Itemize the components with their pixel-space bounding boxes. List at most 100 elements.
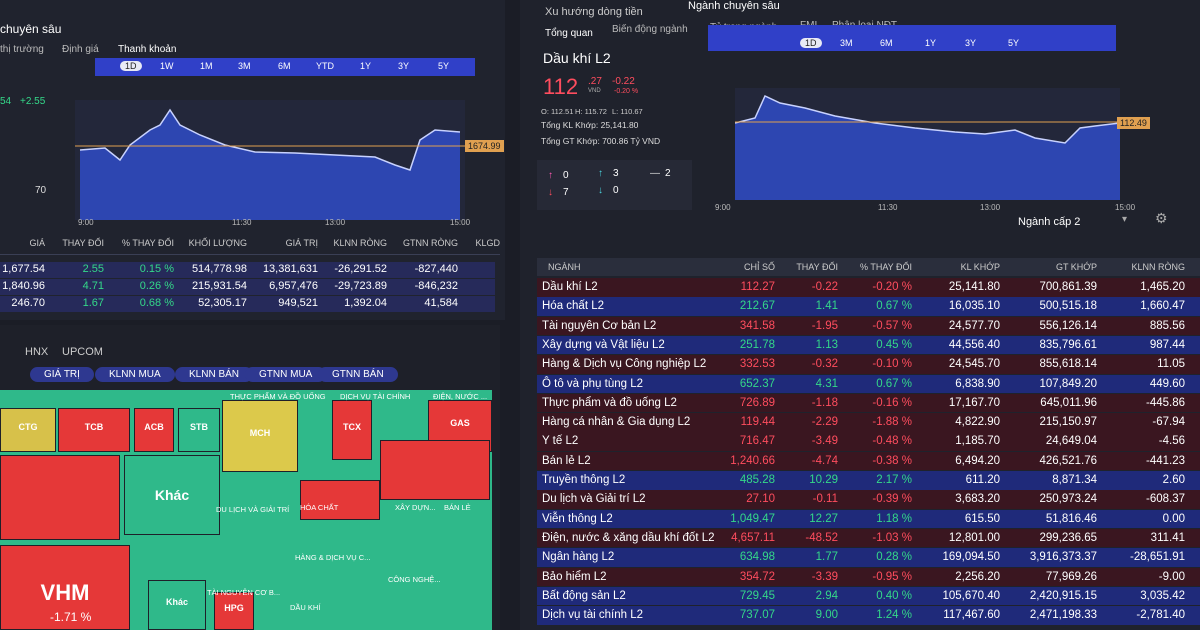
range-button[interactable]: 1D xyxy=(800,38,822,48)
subtab[interactable]: thị trường xyxy=(0,44,44,55)
cell: 3,035.42 xyxy=(1140,589,1185,602)
range-button[interactable]: 3Y xyxy=(398,61,410,71)
cell: 9.00 xyxy=(815,609,838,622)
filter-button[interactable]: KLNN MUA xyxy=(95,367,175,382)
heatmap-cell[interactable] xyxy=(0,455,120,540)
cell: 652.37 xyxy=(739,377,775,390)
cell: 1,840.96 xyxy=(2,280,45,292)
table-row[interactable] xyxy=(537,413,1200,432)
heatmap-cell[interactable] xyxy=(380,440,490,500)
range-button[interactable]: 1D xyxy=(120,61,142,71)
cell: 6,494.20 xyxy=(955,454,1000,467)
sector-label: XÂY DỰN... xyxy=(395,503,436,512)
cell-label: Khác xyxy=(154,487,190,503)
cell: 41,584 xyxy=(424,297,458,309)
table-row[interactable] xyxy=(537,297,1200,316)
heatmap-cell[interactable]: ACB xyxy=(134,408,174,452)
subtab[interactable]: Tổng quan xyxy=(545,28,593,39)
cell: 112.27 xyxy=(740,281,775,293)
range-button[interactable]: 6M xyxy=(278,61,291,71)
cell: -2.29 xyxy=(811,416,838,429)
cell-label: TCX xyxy=(343,422,361,432)
table-row[interactable] xyxy=(537,374,1200,393)
total-value: Tổng GT Khớp: 700.86 Tỷ VND xyxy=(541,136,661,146)
table-row[interactable] xyxy=(537,490,1200,509)
table-row[interactable] xyxy=(537,451,1200,471)
filter-button[interactable]: GTNN BÁN xyxy=(318,367,398,382)
range-button[interactable]: 1W xyxy=(160,61,174,71)
heatmap-cell[interactable]: CTG xyxy=(0,408,56,452)
cell: -1.88 % xyxy=(872,416,912,429)
filter-button[interactable]: GTNN MUA xyxy=(245,367,327,382)
range-button[interactable]: 1Y xyxy=(360,61,372,71)
column-header: KLNN RÒNG xyxy=(333,238,387,248)
left-chart xyxy=(75,100,465,220)
range-button[interactable]: 5Y xyxy=(438,61,450,71)
heatmap-cell[interactable]: MCH xyxy=(222,400,298,472)
sector-name: Tài nguyên Cơ bản L2 xyxy=(542,319,657,332)
subtab[interactable]: Thanh khoản xyxy=(118,44,177,55)
range-button[interactable]: 3M xyxy=(238,61,251,71)
panel-tab[interactable]: Xu hướng dòng tiền xyxy=(545,6,643,18)
table-row[interactable] xyxy=(537,606,1200,625)
time-label: 13:00 xyxy=(980,203,1001,212)
subtab[interactable]: Biến động ngành xyxy=(612,24,688,35)
range-button[interactable]: 1Y xyxy=(925,38,937,48)
select-arrow[interactable]: ▾ xyxy=(1122,214,1128,225)
cell: 2,256.20 xyxy=(955,570,1000,583)
cell: 12.27 xyxy=(809,512,838,525)
table-row[interactable] xyxy=(537,316,1200,336)
table-row[interactable] xyxy=(537,432,1200,451)
cell: -0.38 % xyxy=(872,454,912,467)
heatmap-cell[interactable]: TCB xyxy=(58,408,130,452)
exchange-tab[interactable]: HNX xyxy=(25,346,49,358)
panel-tab[interactable]: chuyên sâu xyxy=(0,22,62,36)
count: 2 xyxy=(665,168,671,179)
range-button[interactable]: 6M xyxy=(880,38,893,48)
table-row[interactable] xyxy=(537,471,1200,490)
cell: 485.28 xyxy=(739,474,775,486)
settings-icon[interactable]: ⚙ xyxy=(1155,210,1168,226)
heatmap-cell[interactable]: TCX xyxy=(332,400,372,460)
table-row xyxy=(0,296,495,312)
heatmap-cell[interactable]: Khác xyxy=(124,455,220,535)
cell-label: ACB xyxy=(144,422,164,432)
price-decimal: .27 xyxy=(588,76,602,87)
range-button[interactable]: 5Y xyxy=(1008,38,1020,48)
table-row[interactable] xyxy=(537,548,1200,567)
range-button[interactable]: 3M xyxy=(840,38,853,48)
heatmap-cell[interactable]: VHM xyxy=(0,545,130,630)
table-row[interactable] xyxy=(537,393,1200,413)
heatmap-cell[interactable]: HPG xyxy=(214,592,254,630)
filter-button[interactable]: GIÁ TRỊ xyxy=(30,367,94,382)
heatmap-cell[interactable]: Khác xyxy=(148,580,206,630)
table-row[interactable] xyxy=(537,278,1200,297)
filter-button[interactable]: KLNN BÁN xyxy=(175,367,254,382)
table-row[interactable] xyxy=(537,335,1200,355)
cell: -28,651.91 xyxy=(1130,551,1185,564)
table-row[interactable] xyxy=(537,509,1200,529)
count: 3 xyxy=(613,168,619,179)
cell: 119.44 xyxy=(740,416,775,429)
cell: 645,011.96 xyxy=(1040,396,1097,409)
table-row[interactable] xyxy=(537,355,1200,374)
range-button[interactable]: 3Y xyxy=(965,38,977,48)
range-button[interactable]: 1M xyxy=(200,61,213,71)
cell: 726.89 xyxy=(739,396,775,409)
cell: 354.72 xyxy=(739,570,775,583)
panel-tab[interactable]: Ngành chuyên sâu xyxy=(688,0,780,12)
sector-label: THỰC PHẨM VÀ ĐỒ UỐNG xyxy=(230,392,326,401)
sector-title: Dầu khí L2 xyxy=(543,50,611,66)
sector-name: Viễn thông L2 xyxy=(542,512,613,525)
heatmap-cell[interactable]: STB xyxy=(178,408,220,452)
table-row[interactable] xyxy=(537,586,1200,606)
exchange-tab[interactable]: UPCOM xyxy=(62,346,103,358)
cell: 27.10 xyxy=(746,493,775,506)
table-row[interactable] xyxy=(537,528,1200,548)
subtab[interactable]: Định giá xyxy=(62,44,99,55)
table-row[interactable] xyxy=(537,567,1200,586)
range-button[interactable]: YTD xyxy=(316,61,334,71)
level-select[interactable]: Ngành cấp 2 xyxy=(1018,216,1081,228)
heatmap-cell[interactable] xyxy=(300,480,380,520)
cell: 615.50 xyxy=(964,512,1000,525)
